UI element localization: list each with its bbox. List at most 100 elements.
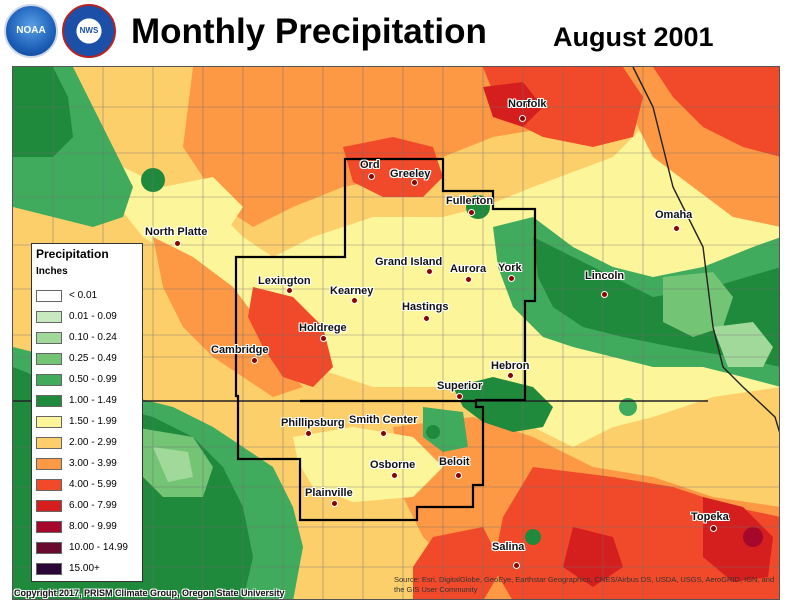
legend-item: < 0.01: [36, 290, 142, 304]
legend-swatch: [36, 563, 62, 575]
city-label-kearney: Kearney: [330, 285, 374, 297]
city-dot-ord: [368, 173, 375, 180]
legend-unit: Inches: [36, 266, 68, 277]
nws-logo-icon: NWS: [62, 4, 116, 58]
city-label-salina: Salina: [492, 541, 525, 553]
map-date: August 2001: [553, 22, 714, 52]
city-label-plainville: Plainville: [305, 487, 353, 499]
legend-label: 0.50 - 0.99: [69, 374, 117, 385]
legend-item: 3.00 - 3.99: [36, 458, 142, 472]
precipitation-legend: Precipitation Inches < 0.01 0.01 - 0.09 0.…: [31, 243, 143, 582]
legend-label: < 0.01: [69, 290, 98, 301]
city-dot-salina: [513, 562, 520, 569]
legend-item: 15.00+: [36, 563, 142, 577]
city-label-topeka: Topeka: [691, 511, 729, 523]
city-dot-cambridge: [251, 357, 258, 364]
legend-swatch: [36, 395, 62, 407]
legend-item: 0.50 - 0.99: [36, 374, 142, 388]
city-label-osborne: Osborne: [370, 459, 416, 471]
city-dot-fullerton: [468, 209, 475, 216]
city-label-fullerton: Fullerton: [446, 195, 494, 207]
city-dot-topeka: [710, 525, 717, 532]
legend-swatch: [36, 332, 62, 344]
city-label-holdrege: Holdrege: [299, 322, 347, 334]
legend-item: 0.25 - 0.49: [36, 353, 142, 367]
city-dot-superior: [456, 393, 463, 400]
legend-swatch: [36, 353, 62, 365]
legend-label: 1.50 - 1.99: [69, 416, 117, 427]
city-dot-plainville: [331, 500, 338, 507]
city-dot-hastings: [423, 315, 430, 322]
legend-swatch: [36, 437, 62, 449]
legend-label: 0.10 - 0.24: [69, 332, 117, 343]
city-label-lexington: Lexington: [258, 275, 311, 287]
legend-label: 0.25 - 0.49: [69, 353, 117, 364]
legend-label: 2.00 - 2.99: [69, 437, 117, 448]
city-label-smith-center: Smith Center: [349, 414, 418, 426]
legend-label: 4.00 - 5.99: [69, 479, 117, 490]
city-label-grand-island: Grand Island: [375, 256, 443, 268]
legend-item: 1.00 - 1.49: [36, 395, 142, 409]
city-label-omaha: Omaha: [655, 209, 693, 221]
city-label-hastings: Hastings: [402, 301, 449, 313]
legend-swatch: [36, 311, 62, 323]
legend-label: 15.00+: [69, 563, 100, 574]
legend-swatch: [36, 458, 62, 470]
legend-label: 0.01 - 0.09: [69, 311, 117, 322]
city-dot-lincoln: [601, 291, 608, 298]
legend-swatch: [36, 416, 62, 428]
legend-item: 0.10 - 0.24: [36, 332, 142, 346]
city-label-north-platte: North Platte: [145, 226, 208, 238]
legend-label: 6.00 - 7.99: [69, 500, 117, 511]
city-dot-phillipsburg: [305, 430, 312, 437]
legend-item: 1.50 - 1.99: [36, 416, 142, 430]
legend-item: 0.01 - 0.09: [36, 311, 142, 325]
city-label-hebron: Hebron: [491, 360, 530, 372]
source-attribution: Source: Esri, DigitalGlobe, GeoEye, Eart…: [394, 575, 775, 594]
city-label-aurora: Aurora: [450, 263, 487, 275]
legend-item: 4.00 - 5.99: [36, 479, 142, 493]
city-dot-kearney: [351, 297, 358, 304]
noaa-logo-text: NOAA: [16, 25, 46, 36]
city-dot-holdrege: [320, 335, 327, 342]
city-label-greeley: Greeley: [390, 168, 431, 180]
city-dot-hebron: [507, 372, 514, 379]
noaa-logo-icon: NOAA: [4, 4, 58, 58]
city-dot-osborne: [391, 472, 398, 479]
legend-item: 10.00 - 14.99: [36, 542, 142, 556]
legend-swatch: [36, 500, 62, 512]
city-label-york: York: [498, 262, 522, 274]
legend-label: 1.00 - 1.49: [69, 395, 117, 406]
legend-swatch: [36, 542, 62, 554]
city-dot-grand-island: [426, 268, 433, 275]
legend-label: 8.00 - 9.99: [69, 521, 117, 532]
legend-swatch: [36, 521, 62, 533]
city-dot-norfolk: [519, 115, 526, 122]
city-dot-york: [508, 275, 515, 282]
city-dot-aurora: [465, 276, 472, 283]
city-dot-beloit: [455, 472, 462, 479]
map-header: NOAA NWS Monthly Precipitation August 20…: [0, 0, 792, 66]
legend-swatch: [36, 479, 62, 491]
city-dot-greeley: [411, 179, 418, 186]
legend-swatch: [36, 290, 62, 302]
city-dot-smith-center: [380, 430, 387, 437]
legend-item: 8.00 - 9.99: [36, 521, 142, 535]
city-label-superior: Superior: [437, 380, 483, 392]
city-label-ord: Ord: [360, 159, 380, 171]
legend-title: Precipitation: [36, 247, 109, 261]
nws-logo-text: NWS: [79, 26, 99, 35]
city-label-lincoln: Lincoln: [585, 270, 625, 282]
city-label-cambridge: Cambridge: [211, 344, 269, 356]
legend-item: 6.00 - 7.99: [36, 500, 142, 514]
city-label-phillipsburg: Phillipsburg: [281, 417, 345, 429]
city-label-norfolk: Norfolk: [508, 98, 547, 110]
legend-label: 3.00 - 3.99: [69, 458, 117, 469]
city-dot-north-platte: [174, 240, 181, 247]
copyright-text: Copyright 2017, PRISM Climate Group, Ore…: [14, 588, 285, 598]
map-title: Monthly Precipitation: [131, 12, 487, 51]
legend-label: 10.00 - 14.99: [69, 542, 128, 553]
legend-item: 2.00 - 2.99: [36, 437, 142, 451]
city-dot-lexington: [286, 287, 293, 294]
legend-swatch: [36, 374, 62, 386]
